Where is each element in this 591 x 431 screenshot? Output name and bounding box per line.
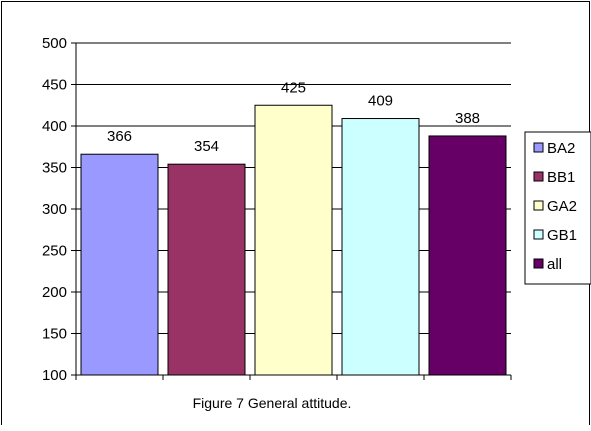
bar-bb1 — [167, 163, 246, 376]
y-tick-label: 350 — [42, 160, 67, 177]
data-label: 409 — [368, 93, 393, 110]
legend-label: GB1 — [547, 227, 577, 244]
bar-gb1 — [341, 118, 420, 376]
y-tick-label: 400 — [42, 118, 67, 135]
figure-caption: Figure 7 General attitude. — [193, 395, 352, 411]
data-label: 388 — [455, 110, 480, 127]
data-label: 366 — [107, 128, 132, 145]
legend-swatch — [533, 258, 544, 269]
y-tick-label: 150 — [42, 326, 67, 343]
y-tick-label: 200 — [42, 284, 67, 301]
legend-label: GA2 — [547, 198, 577, 215]
legend-label: all — [547, 256, 562, 273]
y-tick-label: 300 — [42, 201, 67, 218]
legend-label: BB1 — [547, 169, 575, 186]
bar-ga2 — [254, 104, 333, 376]
y-tick-label: 250 — [42, 243, 67, 260]
data-label: 425 — [281, 79, 306, 96]
y-tick-label: 450 — [42, 77, 67, 94]
legend-swatch — [533, 171, 544, 182]
legend-swatch — [533, 229, 544, 240]
y-tick-label: 500 — [42, 35, 67, 52]
legend-swatch — [533, 200, 544, 211]
legend-label: BA2 — [547, 140, 575, 157]
data-label: 354 — [194, 138, 219, 155]
bar-ba2 — [80, 153, 159, 376]
bar-all — [428, 135, 507, 376]
y-tick-label: 100 — [42, 367, 67, 384]
legend-swatch — [533, 142, 544, 153]
